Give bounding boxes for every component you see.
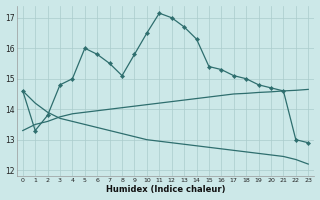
X-axis label: Humidex (Indice chaleur): Humidex (Indice chaleur) xyxy=(106,185,225,194)
